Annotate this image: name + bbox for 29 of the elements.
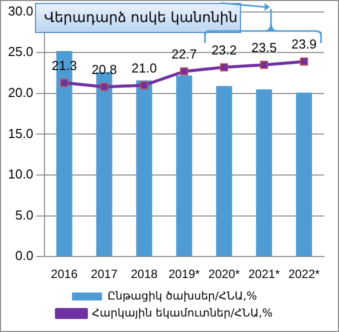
point xyxy=(140,81,148,90)
y-tick-label: 20.0 xyxy=(8,84,34,100)
y-tick-label: 10.0 xyxy=(8,166,34,182)
point xyxy=(220,63,228,72)
data-label: 23.5 xyxy=(251,40,277,55)
y-tick-label: 5.0 xyxy=(15,207,34,222)
y-tick-label: 15.0 xyxy=(8,126,34,141)
x-tick-label: 2022* xyxy=(288,267,320,282)
y-tick-label: 0.0 xyxy=(15,248,34,264)
data-label: 23.2 xyxy=(211,42,237,58)
x-tick-label: 2021* xyxy=(248,267,280,282)
chart-title: Վերադարձ ոսկե կանոնին xyxy=(35,3,241,33)
legend-label: Ընթացիկ ծախսեր/ՀՆԱ,% xyxy=(108,289,257,302)
point xyxy=(180,67,188,76)
x-tick-label: 2016 xyxy=(50,267,78,282)
x-tick-label: 2017 xyxy=(90,267,118,282)
x-tick-label: 2018 xyxy=(130,267,158,282)
point xyxy=(100,82,108,91)
point xyxy=(60,78,68,87)
point xyxy=(260,60,268,69)
y-tick-label: 25.0 xyxy=(8,44,34,60)
point xyxy=(300,58,308,66)
x-tick-label: 2019* xyxy=(168,267,200,282)
data-label: 22.7 xyxy=(171,46,197,62)
data-label: 23.9 xyxy=(291,36,317,52)
legend-label: Հարկային եկամուտներ/ՀՆԱ,% xyxy=(92,306,273,320)
data-label: 21.0 xyxy=(132,60,157,76)
x-tick-label: 2020* xyxy=(208,267,240,282)
y-tick-label: 30.0 xyxy=(8,3,34,18)
